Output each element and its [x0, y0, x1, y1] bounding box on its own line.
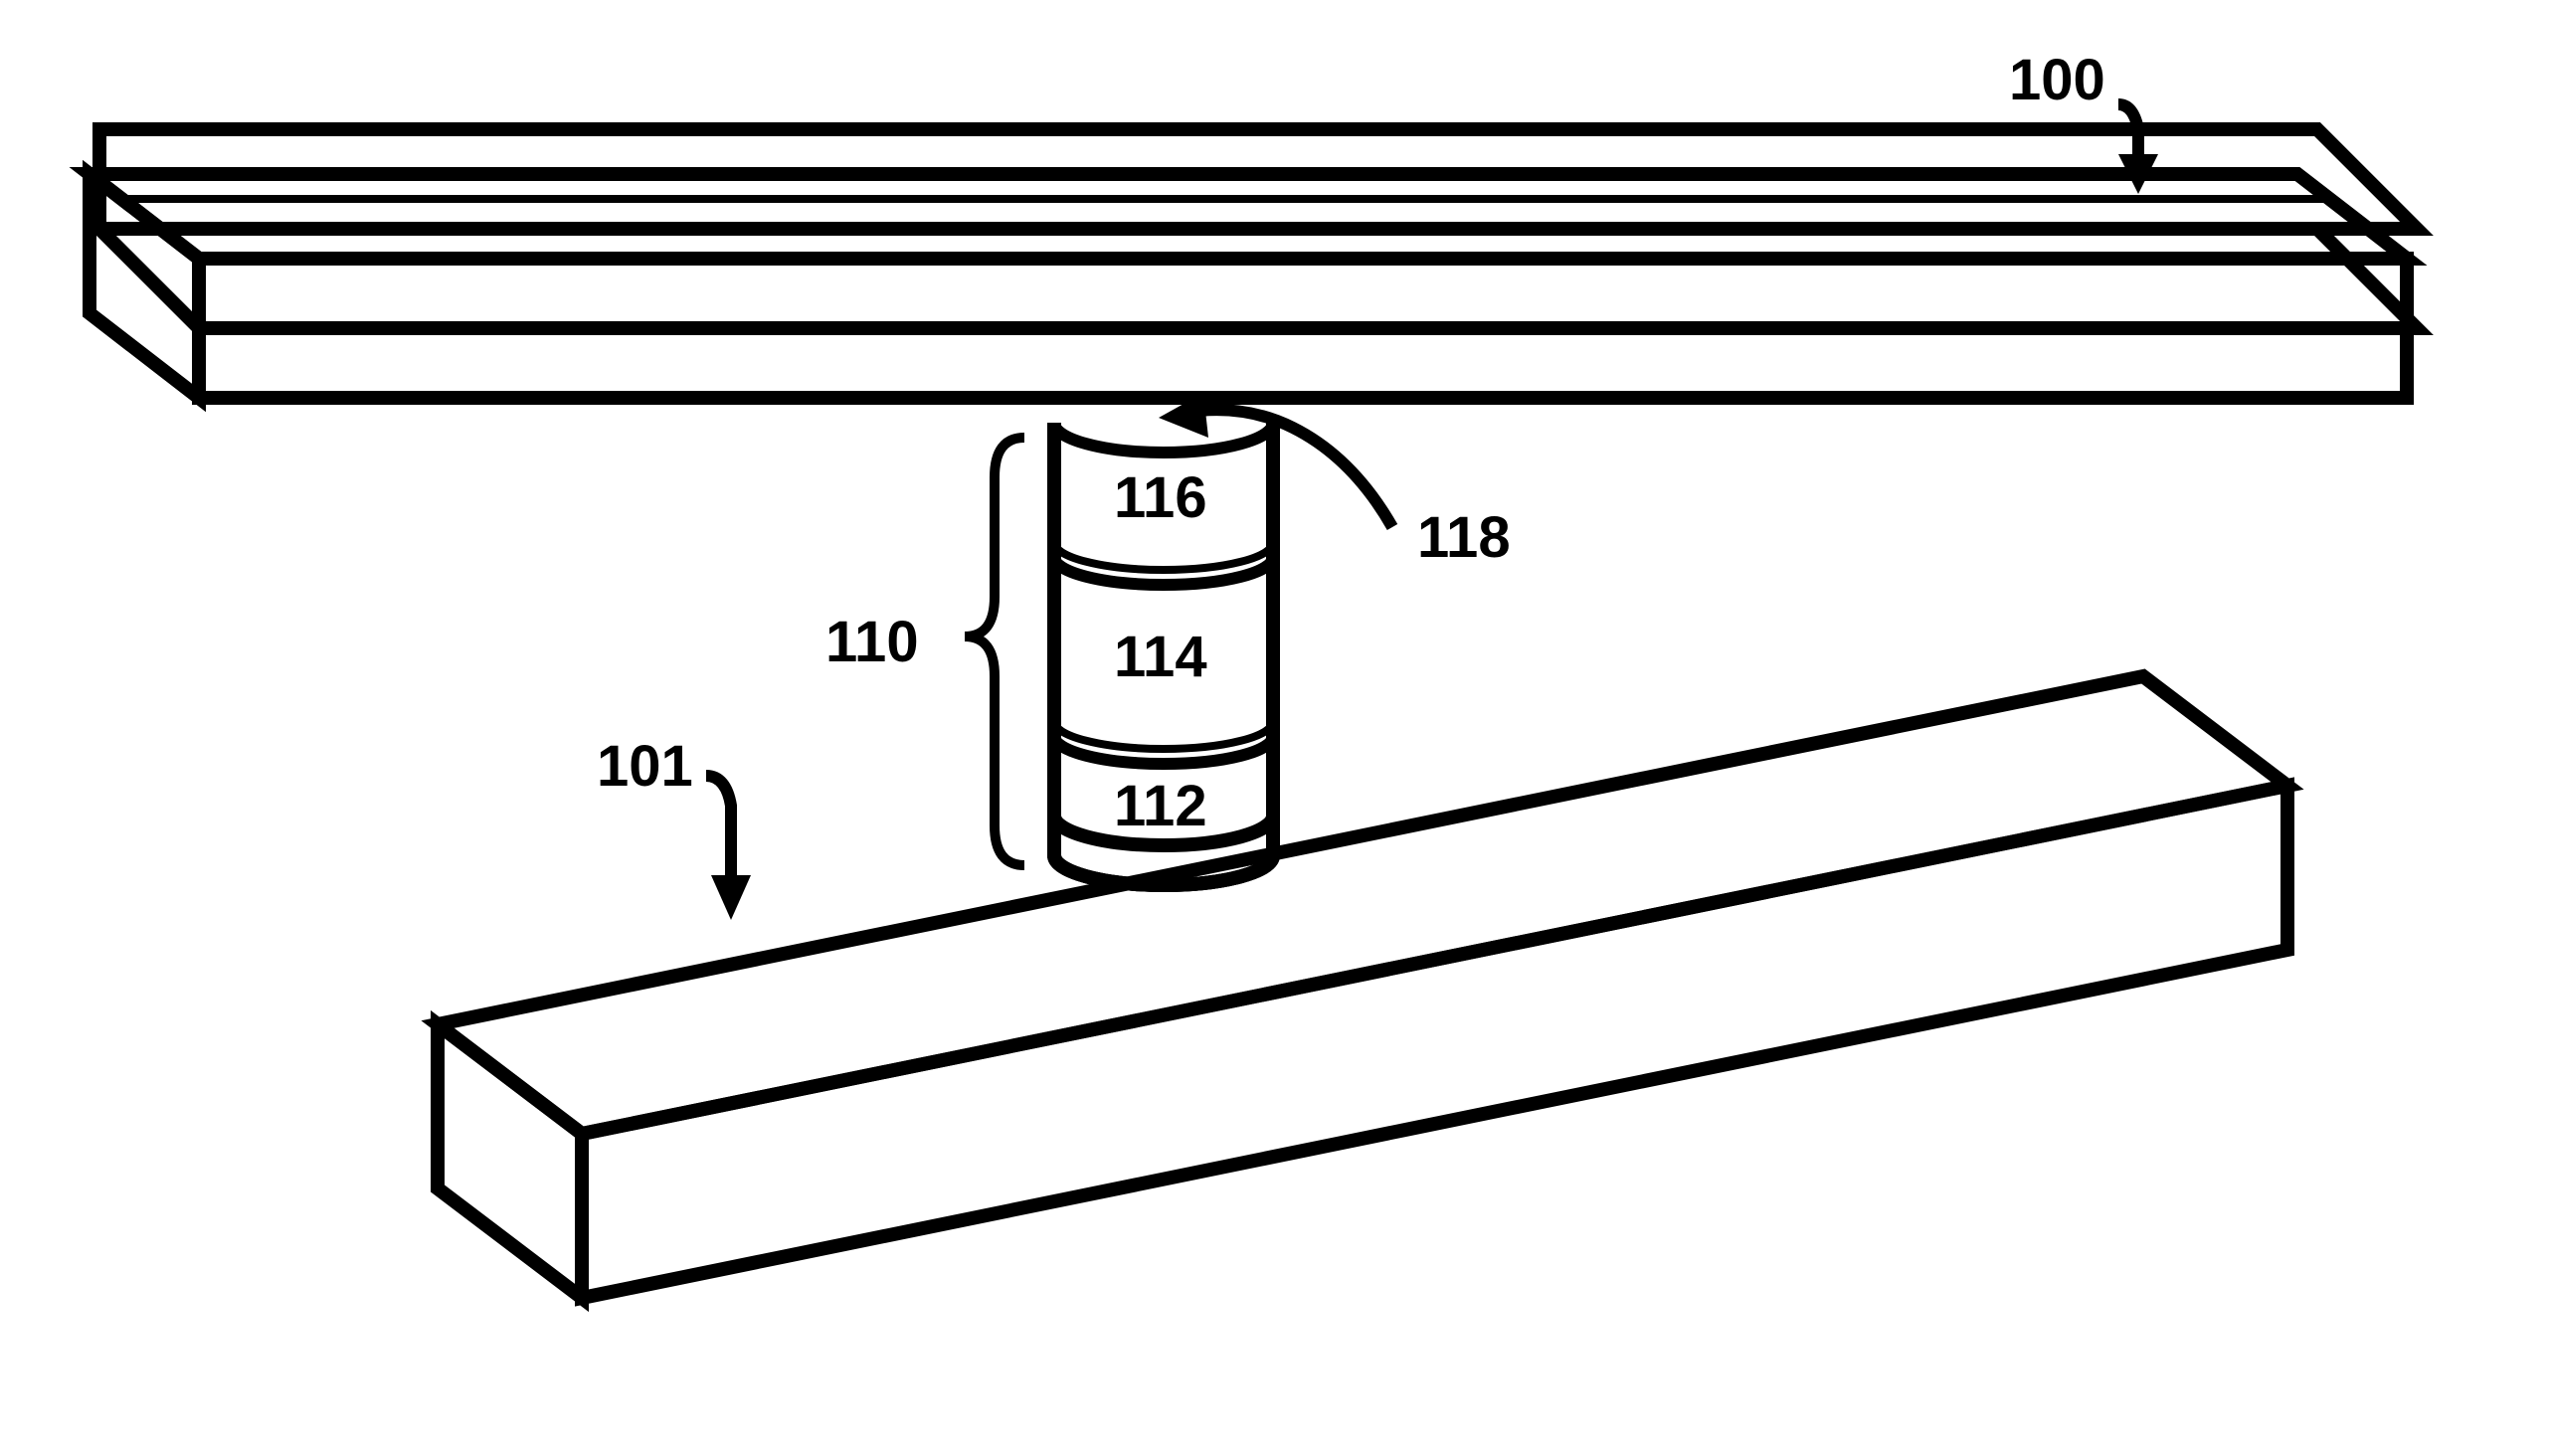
brace-110 [965, 438, 1024, 865]
label-116: 116 [1114, 465, 1207, 530]
bottom-bar-3d [438, 676, 2287, 1298]
diagram-svg: 100 101 110 116 114 112 118 [0, 0, 2553, 1456]
label-114: 114 [1114, 625, 1207, 689]
diagram-container: 100 101 110 116 114 112 118 [0, 0, 2553, 1456]
label-118: 118 [1417, 505, 1511, 570]
label-110: 110 [825, 610, 919, 674]
label-100: 100 [2009, 48, 2105, 112]
label-112: 112 [1114, 774, 1207, 838]
top-electrode-bar [99, 129, 2417, 328]
leader-101 [706, 776, 751, 920]
top-bar-3d [90, 174, 2407, 398]
label-101: 101 [597, 734, 693, 799]
